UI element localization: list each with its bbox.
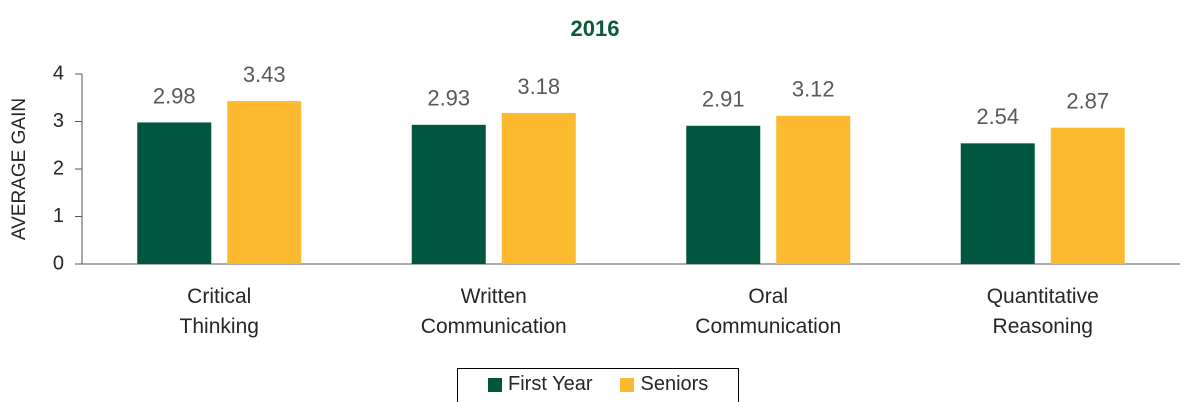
legend-swatch	[488, 378, 502, 392]
value-label: 3.43	[243, 62, 286, 87]
y-tick-label: 3	[53, 110, 64, 132]
value-label: 2.93	[427, 86, 470, 111]
bar	[686, 125, 761, 265]
legend-label: Seniors	[640, 373, 709, 395]
y-tick-label: 4	[53, 62, 64, 84]
x-tick-label: Quantitative Reasoning	[986, 285, 1099, 338]
value-label: 2.98	[153, 83, 196, 108]
y-tick-label: 0	[53, 252, 64, 274]
bar	[411, 124, 486, 264]
value-label: 2.91	[702, 87, 745, 112]
bar	[137, 122, 212, 264]
bar	[227, 101, 302, 264]
value-label: 3.12	[792, 77, 835, 102]
y-tick-label: 2	[53, 157, 64, 179]
bar	[776, 115, 851, 264]
x-tick-label: Written Communication	[420, 285, 567, 338]
x-tick-label: Critical Thinking	[179, 285, 259, 338]
legend-swatch	[620, 378, 635, 392]
value-label: 2.87	[1066, 88, 1109, 113]
chart-title: 2016	[571, 16, 620, 41]
value-label: 2.54	[976, 104, 1019, 129]
legend: First Year Seniors	[457, 368, 739, 402]
bar	[960, 143, 1035, 264]
legend-label: First Year	[508, 373, 593, 395]
bar	[1050, 127, 1125, 264]
x-tick-label: Oral Communication	[695, 285, 842, 338]
bar	[501, 112, 576, 264]
y-tick-label: 1	[53, 205, 64, 227]
y-axis-label: AVERAGE GAIN	[9, 98, 30, 240]
value-label: 3.18	[517, 74, 560, 99]
